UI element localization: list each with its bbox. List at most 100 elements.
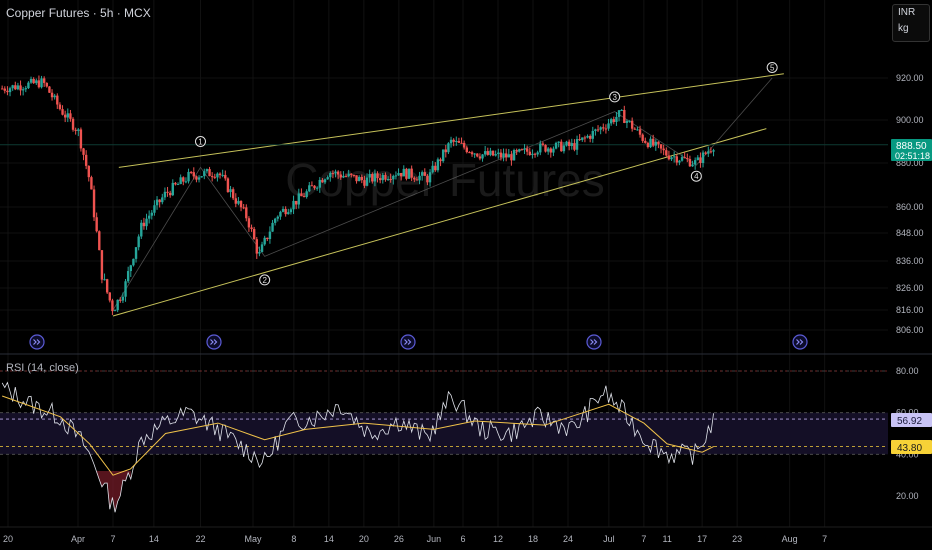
candle-body [518,149,521,152]
candle-body [113,310,117,312]
event-icon-arrows [33,339,41,345]
candle-body [691,164,694,167]
time-tick-label: 23 [732,534,742,544]
candle-body [441,149,445,162]
candle-body [615,116,618,123]
time-tick-label: May [244,534,262,544]
candle-body [562,145,566,152]
candle-body [208,169,211,177]
candle-body [360,176,363,181]
candle-body [53,95,56,98]
candle-body [163,191,167,198]
candle-body [468,152,471,154]
rsi-ma-series [1,395,715,476]
candle-body [709,151,713,153]
candle-body [297,193,300,205]
candle-body [155,199,159,206]
price-tag: 888.50 02:51:18 [891,139,932,161]
candle-body [29,78,33,83]
candle-body [247,218,251,228]
candle-body [74,129,77,131]
candle-body [365,177,369,186]
candle-body [602,127,605,129]
candle-body [707,151,710,154]
price-tick-label: 880.00 [896,158,924,168]
price-tick-label: 836.00 [896,256,924,266]
time-tick-label: 12 [493,534,503,544]
candle-body [415,179,419,181]
candle-body [69,113,72,119]
candle-body [384,174,387,180]
candle-body [423,172,426,176]
candle-body [171,182,174,196]
event-icon[interactable] [206,334,222,350]
channel-lines [0,73,888,317]
candle-body [531,153,534,155]
candle-body [218,173,222,176]
candle-body [394,175,398,177]
candle-body [638,129,642,135]
event-icon[interactable] [400,334,416,350]
candle-body [499,152,503,158]
candle-body [344,175,348,177]
event-icon-circle [29,334,45,350]
rsi-tick-label: 40.00 [896,449,919,459]
candle-body [578,139,581,141]
event-icon-circle [206,334,222,350]
candle-body [447,143,450,153]
candle-body [378,178,382,181]
candle-body [153,205,156,213]
unit-label: kg [898,23,909,34]
candle-body [620,109,623,111]
candle-body [0,88,4,90]
candle-body [675,156,678,163]
candle-body [84,154,88,166]
candle-body [523,148,526,150]
wave-marker [195,136,206,147]
candle-body [126,271,130,282]
candle-body [399,173,403,177]
candle-body [321,179,324,183]
candle-body [310,185,314,187]
rsi-value-text: 56.92 [897,416,922,427]
wave-marker [690,170,702,182]
candle-body [205,169,209,172]
rsi-line [1,381,714,513]
time-tick-label: 20 [3,534,13,544]
candle-body [528,151,531,155]
candle-body [363,180,366,186]
rsi-ma-tag: 43.80 [891,440,932,454]
candle-body [239,200,243,208]
price-tick-label: 806.00 [896,325,924,335]
candles [0,75,715,316]
price-tick-label: 848.00 [896,228,924,238]
candle-body [19,85,22,91]
wave-path [112,77,773,311]
candle-body [678,160,681,163]
candle-body [588,135,592,139]
event-icons[interactable] [29,334,808,350]
event-icon[interactable] [29,334,45,350]
unit-selector[interactable]: INR kg [892,4,930,42]
time-tick-label: 17 [697,534,707,544]
wave-labels: 1 2 3 4 5 [195,62,778,286]
candle-body [525,148,529,152]
candle-body [591,130,594,139]
candle-body [515,150,518,152]
candle-body [203,171,206,177]
candle-body [229,189,232,193]
candle-body [712,150,715,152]
candle-body [512,150,516,161]
event-icon[interactable] [586,334,602,350]
candle-body [625,120,629,123]
candle-body [644,140,647,143]
chart-title: Copper Futures · 5h · MCX [6,6,151,20]
candle-body [273,218,277,223]
candle-body [476,153,479,157]
time-tick-label: 22 [195,534,205,544]
wave-label: 2 [262,276,267,285]
event-icon[interactable] [792,334,808,350]
time-tick-label: 7 [641,534,646,544]
candle-body [434,165,437,171]
wave-marker [766,62,778,73]
